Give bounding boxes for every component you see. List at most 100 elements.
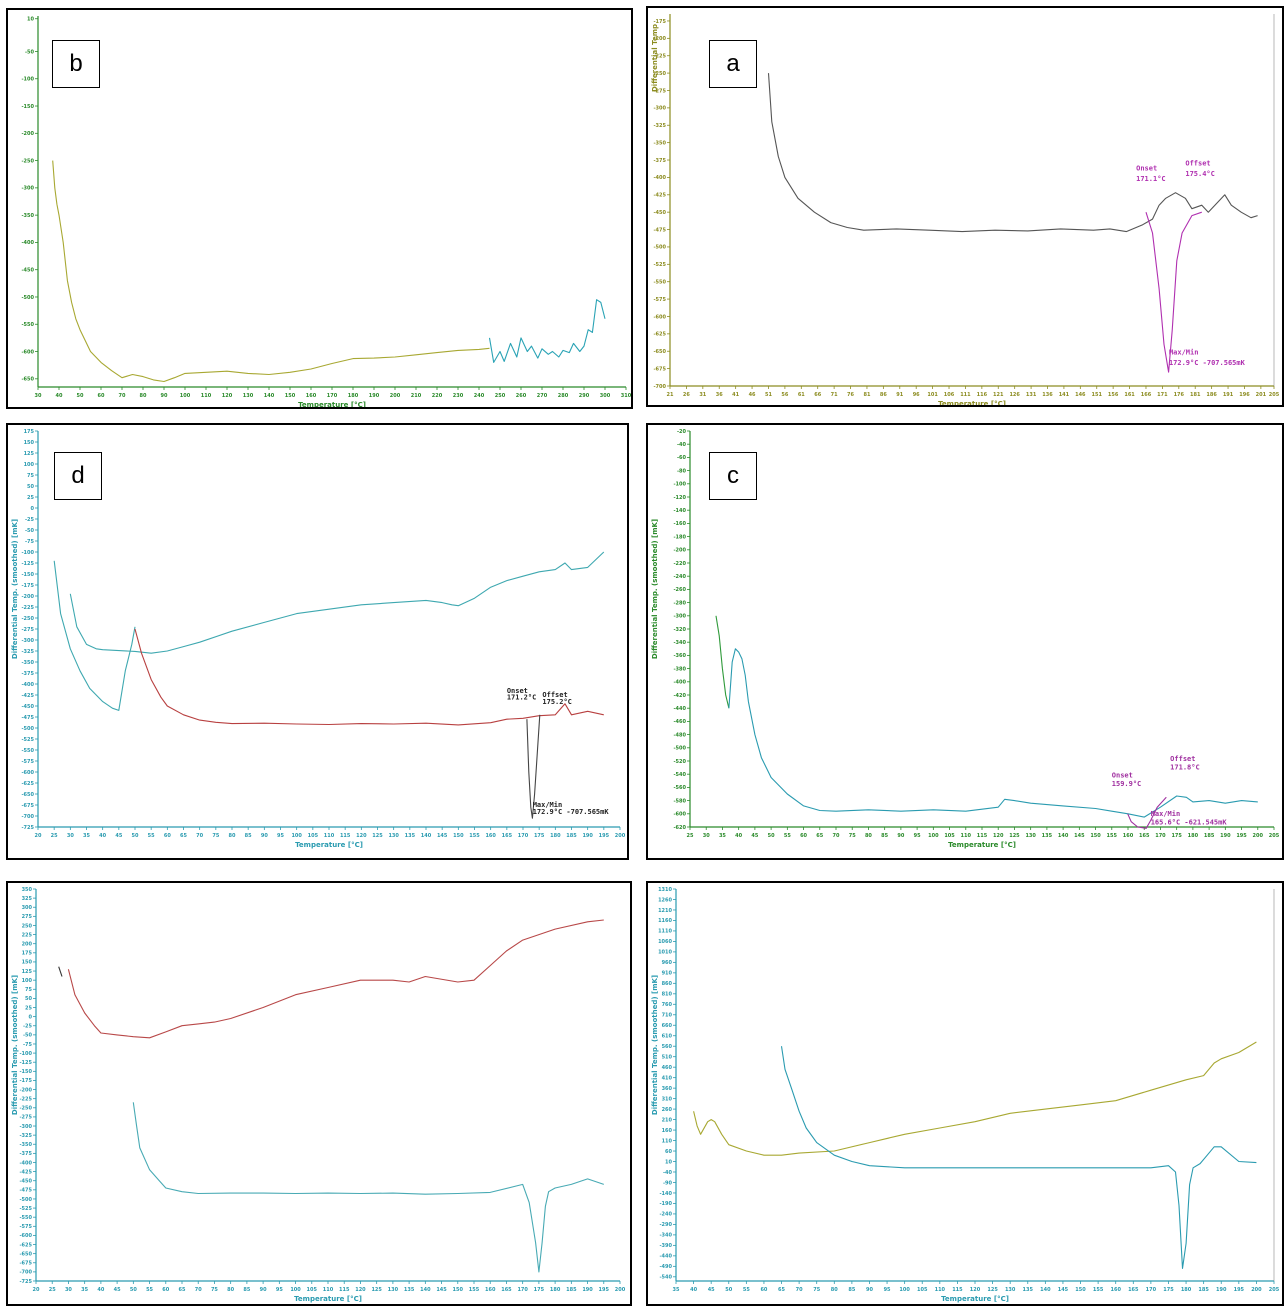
- y-tick-label: -390: [659, 1243, 672, 1249]
- y-tick-label: 75: [25, 987, 32, 993]
- x-tick-label: 120: [355, 1287, 366, 1293]
- x-tick-label: 70: [196, 833, 203, 839]
- x-tick-label: 50: [130, 1287, 137, 1293]
- y-tick-label: -300: [21, 186, 34, 192]
- x-tick-label: 51: [765, 392, 772, 398]
- y-tick-label: 310: [662, 1096, 673, 1102]
- y-tick-label: 75: [27, 473, 34, 479]
- x-tick-label: 85: [245, 833, 252, 839]
- x-tick-label: 111: [960, 392, 971, 398]
- annotation-label: 175.4°C: [1185, 170, 1215, 178]
- annotation-label: Max/Min: [1151, 810, 1181, 818]
- x-tick-label: 90: [897, 833, 904, 839]
- x-axis-label: Temperature [°C]: [938, 400, 1006, 407]
- x-tick-label: 76: [847, 392, 854, 398]
- x-tick-label: 95: [884, 1287, 891, 1293]
- y-tick-label: -475: [653, 227, 666, 233]
- y-tick-label: -240: [673, 574, 686, 580]
- y-tick-label: -560: [673, 785, 686, 791]
- x-tick-label: 165: [1139, 833, 1150, 839]
- chart-svg-b: 30 40 50 60 70 80 90 100 110 120 130 140 150 160 170 18…: [21, 16, 632, 409]
- y-tick-label: -150: [21, 572, 34, 578]
- x-tick-label: 60: [162, 1287, 169, 1293]
- y-tick-label: -250: [21, 616, 34, 622]
- y-tick-label: -250: [19, 1106, 32, 1112]
- y-tick-label: 110: [662, 1138, 673, 1144]
- y-tick-label: -650: [19, 1251, 32, 1257]
- y-tick-label: -600: [673, 812, 686, 818]
- panel-label-b: b: [52, 40, 100, 88]
- y-tick-label: 150: [24, 440, 35, 446]
- y-tick-label: -625: [21, 781, 34, 787]
- y-tick-label: -525: [653, 262, 666, 268]
- x-tick-label: 30: [703, 833, 710, 839]
- x-tick-label: 45: [751, 833, 758, 839]
- y-tick-label: 10: [665, 1159, 672, 1165]
- y-axis-label: Differential Temp. (smoothed) [mK]: [11, 975, 19, 1115]
- x-tick-label: 66: [814, 392, 821, 398]
- y-tick-label: -325: [19, 1133, 32, 1139]
- y-tick-label: 560: [662, 1044, 673, 1050]
- x-tick-label: 65: [180, 833, 187, 839]
- x-tick-label: 105: [917, 1287, 928, 1293]
- x-tick-label: 145: [437, 833, 448, 839]
- x-tick-label: 90: [161, 393, 168, 399]
- x-tick-label: 165: [502, 833, 513, 839]
- chart-svg-f: 35 40 45 50 55 60 65 70 75 80 85 90 95 100 105 110 115 12…: [651, 887, 1280, 1303]
- x-tick-label: 186: [1206, 392, 1217, 398]
- x-tick-label: 190: [369, 393, 380, 399]
- y-tick-label: 125: [22, 969, 33, 975]
- x-tick-label: 310: [621, 393, 632, 399]
- x-tick-label: 125: [371, 1287, 382, 1293]
- x-tick-label: 200: [1251, 1287, 1262, 1293]
- x-tick-label: 130: [243, 393, 254, 399]
- x-tick-label: 45: [115, 833, 122, 839]
- chart-panel-d: 20 25 30 35 40 45 50 55 60 65 70 75 80 85 90 95 100 105 11…: [6, 423, 629, 860]
- x-axis-label: Temperature [°C]: [298, 401, 366, 409]
- annotation-label: Offset: [542, 691, 567, 699]
- x-tick-label: 170: [518, 833, 529, 839]
- y-tick-label: 300: [22, 905, 33, 911]
- x-tick-label: 30: [67, 833, 74, 839]
- y-tick-label: 760: [662, 1002, 673, 1008]
- y-tick-label: -120: [673, 495, 686, 501]
- series-line: [134, 628, 604, 726]
- x-tick-label: 140: [1040, 1287, 1051, 1293]
- y-tick-label: -100: [21, 550, 34, 556]
- x-tick-label: 160: [306, 393, 317, 399]
- annotation-label: 165.6°C -621.545mK: [1151, 818, 1228, 826]
- y-tick-label: -460: [673, 719, 686, 725]
- y-tick-label: 175: [22, 951, 33, 957]
- x-tick-label: 75: [813, 1287, 820, 1293]
- y-tick-label: -575: [19, 1224, 32, 1230]
- y-tick-label: -440: [673, 706, 686, 712]
- y-tick-label: -200: [673, 548, 686, 554]
- y-tick-label: -360: [673, 653, 686, 659]
- y-tick-label: -375: [21, 671, 34, 677]
- x-tick-label: 110: [324, 833, 335, 839]
- y-tick-label: -425: [19, 1169, 32, 1175]
- x-tick-label: 210: [411, 393, 422, 399]
- x-tick-label: 115: [952, 1287, 963, 1293]
- y-tick-label: -575: [21, 759, 34, 765]
- y-tick-label: -400: [21, 682, 34, 688]
- x-tick-label: 70: [796, 1287, 803, 1293]
- y-tick-label: -75: [23, 1042, 33, 1048]
- y-tick-label: 660: [662, 1023, 673, 1029]
- y-tick-label: -450: [653, 210, 666, 216]
- x-tick-label: 115: [340, 833, 351, 839]
- x-tick-label: 110: [201, 393, 212, 399]
- x-tick-label: 145: [436, 1287, 447, 1293]
- x-tick-label: 180: [550, 833, 561, 839]
- y-tick-label: -400: [19, 1160, 32, 1166]
- y-tick-label: -200: [653, 36, 666, 42]
- series-line: [526, 714, 541, 819]
- x-tick-label: 191: [1223, 392, 1234, 398]
- x-tick-label: 250: [495, 393, 506, 399]
- x-tick-label: 290: [579, 393, 590, 399]
- annotation-label: Onset: [1136, 164, 1157, 172]
- x-tick-label: 195: [1236, 833, 1247, 839]
- x-tick-label: 130: [388, 1287, 399, 1293]
- y-tick-label: 25: [27, 495, 34, 501]
- x-tick-label: 150: [1090, 833, 1101, 839]
